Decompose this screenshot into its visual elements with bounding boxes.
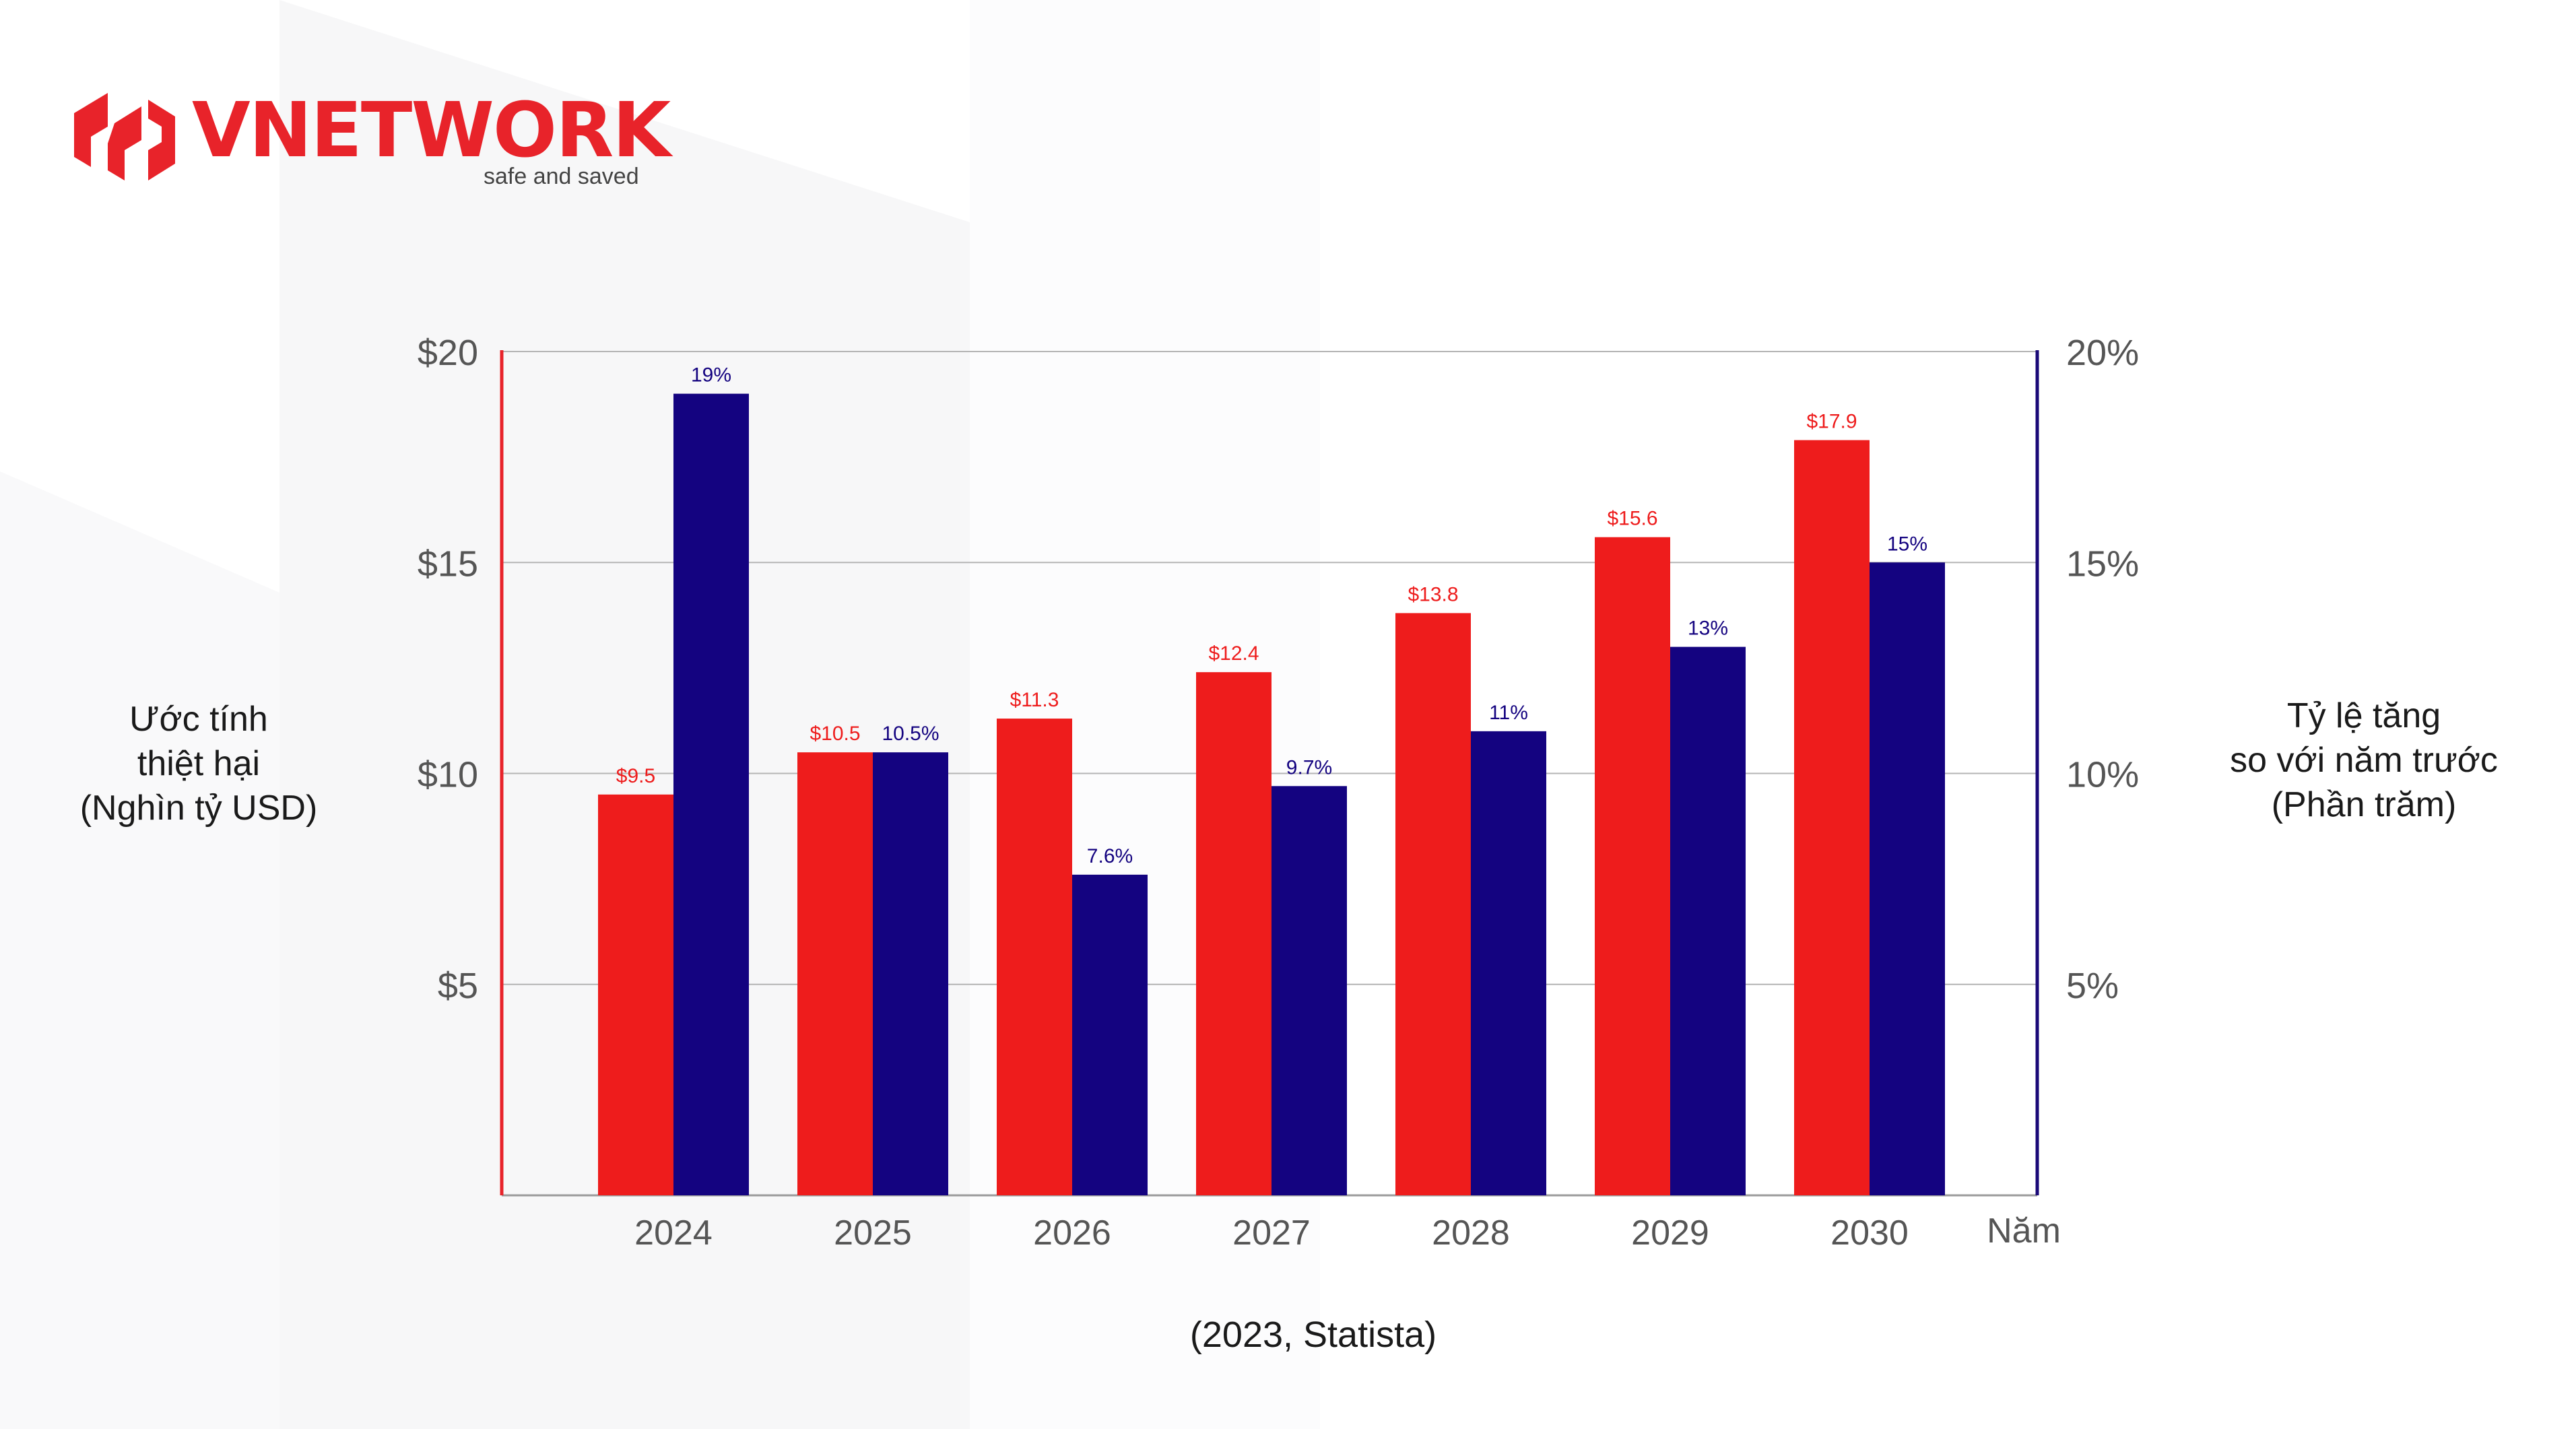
x-category-label: 2026 xyxy=(1033,1214,1111,1253)
right-axis-tick-label: 5% xyxy=(2066,966,2119,1006)
growth-bar xyxy=(1670,646,1746,1195)
growth-data-label: 9.7% xyxy=(1286,756,1332,778)
damage-data-label: $17.9 xyxy=(1806,411,1857,433)
damage-bar xyxy=(797,752,873,1195)
growth-bar xyxy=(1471,731,1546,1195)
damage-data-label: $15.6 xyxy=(1607,508,1657,530)
growth-bar xyxy=(1870,562,1945,1195)
left-axis-tick-label: $20 xyxy=(418,333,478,373)
left-axis-title-line: thiệt hại xyxy=(137,744,261,783)
right-axis-tick-label: 20% xyxy=(2066,333,2139,373)
right-axis-title: Tỷ lệ tăng so với năm trước (Phần trăm) xyxy=(2202,694,2525,827)
right-axis-title-line: Tỷ lệ tăng xyxy=(2286,696,2441,735)
brand-tagline: safe and saved xyxy=(484,164,639,189)
left-axis-title-line: (Nghìn tỷ USD) xyxy=(79,789,318,828)
right-axis-tick-label: 10% xyxy=(2066,755,2139,795)
brand-name: VNETWORK xyxy=(192,87,671,174)
growth-data-label: 11% xyxy=(1489,702,1528,724)
x-category-label: 2028 xyxy=(1432,1214,1510,1253)
damage-bar xyxy=(1595,537,1670,1195)
damage-bar xyxy=(598,794,673,1195)
damage-bar xyxy=(1395,613,1471,1195)
damage-data-label: $10.5 xyxy=(810,723,860,745)
left-axis-tick-label: $10 xyxy=(418,755,478,795)
right-axis-title-line: (Phần trăm) xyxy=(2271,785,2457,824)
left-axis-tick-label: $5 xyxy=(438,966,478,1006)
damage-bar xyxy=(1196,672,1272,1195)
growth-data-label: 13% xyxy=(1688,618,1728,640)
x-category-label: 2027 xyxy=(1232,1214,1311,1253)
right-axis-title-line: so với năm trước xyxy=(2230,741,2498,780)
left-axis-tick-label: $15 xyxy=(418,543,478,584)
x-category-label: 2030 xyxy=(1830,1214,1909,1253)
growth-data-label: 19% xyxy=(691,364,731,387)
damage-data-label: $11.3 xyxy=(1010,689,1059,711)
growth-data-label: 7.6% xyxy=(1087,845,1133,867)
x-category-label: 2025 xyxy=(834,1214,912,1253)
growth-bar xyxy=(873,752,948,1195)
x-category-label: 2024 xyxy=(634,1214,713,1253)
left-axis-title-line: Ước tính xyxy=(129,700,268,739)
vnetwork-logo-icon xyxy=(74,93,175,180)
damage-data-label: $9.5 xyxy=(616,765,655,787)
damage-bar xyxy=(997,719,1072,1195)
growth-data-label: 15% xyxy=(1887,533,1927,555)
growth-bar xyxy=(1072,874,1148,1195)
x-category-label: 2029 xyxy=(1631,1214,1709,1253)
x-axis-title: Năm xyxy=(1987,1211,2061,1251)
left-axis-title: Ước tính thiệt hại (Nghìn tỷ USD) xyxy=(40,697,357,830)
growth-data-label: 10.5% xyxy=(882,723,939,745)
damage-data-label: $12.4 xyxy=(1208,642,1259,665)
chart-source: (2023, Statista) xyxy=(1189,1315,1437,1355)
right-axis-tick-label: 15% xyxy=(2066,543,2139,584)
growth-bar xyxy=(673,393,749,1195)
damage-data-label: $13.8 xyxy=(1408,583,1458,605)
damage-bar xyxy=(1794,440,1870,1196)
growth-bar xyxy=(1272,786,1347,1195)
